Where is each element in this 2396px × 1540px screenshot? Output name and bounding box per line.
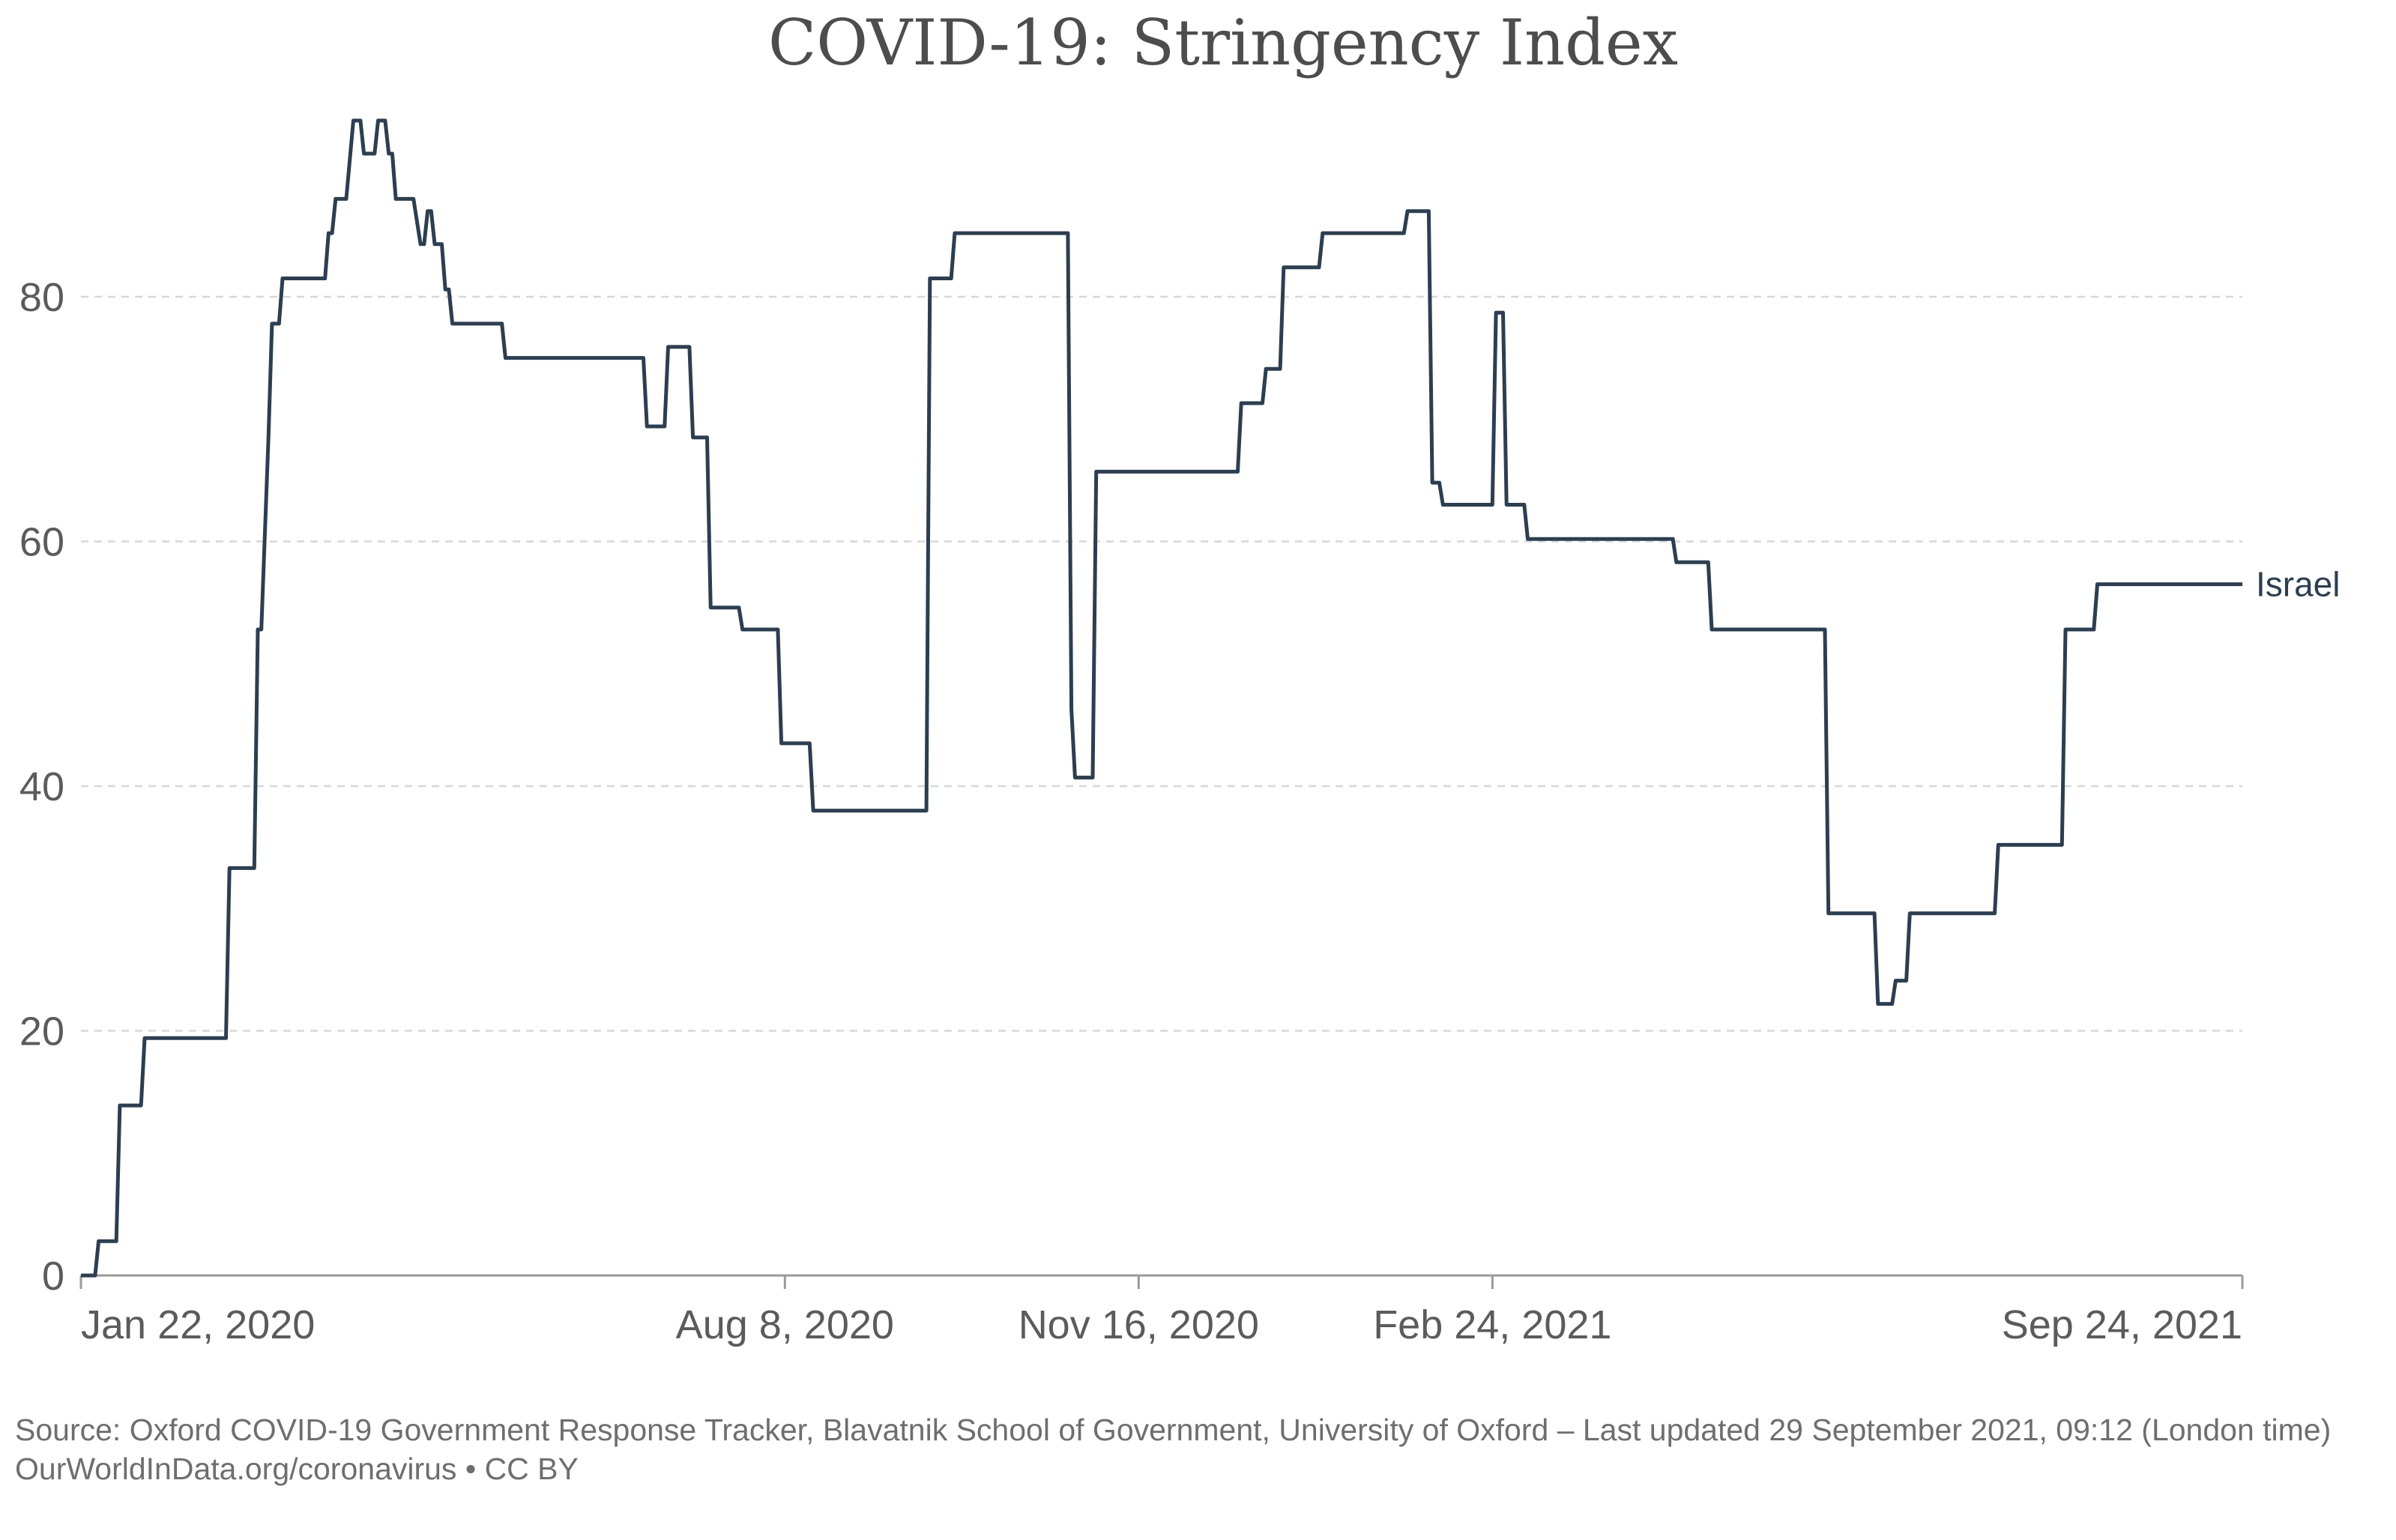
series-label-israel: Israel [2256,565,2340,604]
gridlines [81,295,2242,1032]
y-axis-ticks: 0 20 40 60 80 [19,275,64,1299]
y-tick-label: 20 [19,1009,64,1054]
chart-footer: Source: Oxford COVID-19 Government Respo… [15,1410,2383,1488]
x-tick-label: Aug 8, 2020 [676,1302,894,1347]
series-lines: Israel [81,118,2340,1278]
y-tick-label: 40 [19,764,64,809]
y-tick-label: 0 [42,1254,64,1299]
source-note: Source: Oxford COVID-19 Government Respo… [15,1413,2332,1447]
x-tick-label: Nov 16, 2020 [1019,1302,1259,1347]
credit-link[interactable]: OurWorldInData.org/coronavirus • CC BY [15,1452,579,1486]
x-axis: Jan 22, 2020 Aug 8, 2020 Nov 16, 2020 Feb 2… [79,1274,2244,1347]
x-tick-label: Jan 22, 2020 [81,1302,315,1347]
series-line-israel[interactable] [81,118,2242,1278]
y-tick-label: 60 [19,520,64,565]
y-tick-label: 80 [19,275,64,320]
chart-title: COVID-19: Stringency Index [768,6,1678,79]
x-tick-label: Feb 24, 2021 [1373,1302,1611,1347]
x-tick-label: Sep 24, 2021 [2002,1302,2242,1347]
